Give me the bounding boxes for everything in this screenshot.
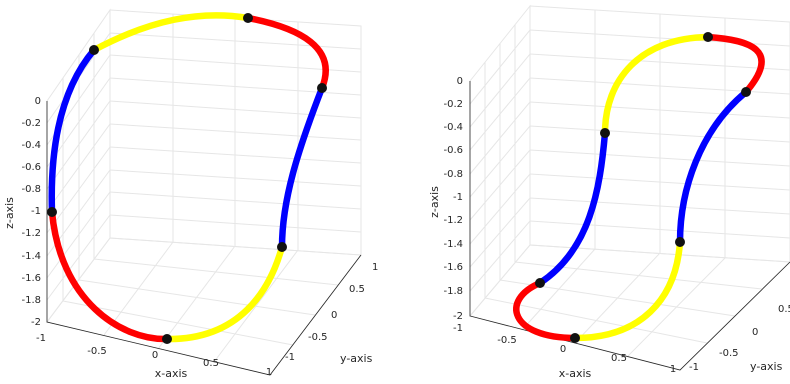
ztick-label: 0 — [35, 96, 41, 107]
ztick-label: -0.4 — [21, 140, 41, 151]
ztick-label: -0.8 — [21, 184, 41, 195]
ztick-label: -1.8 — [21, 295, 41, 306]
ztick-label: -0.6 — [443, 145, 463, 156]
junction-marker — [277, 242, 287, 252]
ytick-label: 0.5 — [349, 284, 365, 295]
plot-left-grid — [46, 8, 362, 376]
y-axis-label: y-axis — [340, 352, 373, 365]
xtick-label: 0 — [152, 350, 158, 361]
ztick-label: -1.6 — [443, 262, 463, 273]
ztick-label: -1.2 — [21, 228, 41, 239]
curve-segment-yellow — [163, 243, 286, 343]
y-axis-label: y-axis — [750, 360, 783, 373]
xtick-label: 1 — [670, 364, 676, 375]
ztick-label: -1 — [31, 206, 41, 217]
plot-left-curves — [48, 12, 329, 343]
plot-left: 0 -0.2 -0.4 -0.6 -0.8 -1 -1.2 -1.4 -1.6 … — [3, 8, 378, 380]
plot-right-curves — [513, 33, 765, 342]
plot-right-grid — [469, 4, 790, 371]
plot-right-ztick-labels: 0 -0.2 -0.4 -0.6 -0.8 -1 -1.2 -1.4 -1.6 … — [443, 76, 463, 322]
curve-segment-blue — [278, 84, 326, 251]
z-axis-label: z-axis — [3, 197, 16, 229]
ztick-label: -0.4 — [443, 122, 463, 133]
curve-segment-yellow — [601, 33, 712, 137]
plot-left-ytick-labels: -1 -0.5 0 0.5 1 — [285, 262, 378, 363]
ytick-label: 0 — [752, 327, 758, 338]
ztick-label: -1.4 — [21, 251, 41, 262]
ytick-label: -0.5 — [308, 332, 328, 343]
ytick-label: 0.5 — [778, 304, 790, 315]
junction-marker — [89, 45, 99, 55]
junction-marker — [535, 278, 545, 288]
ztick-label: -1.4 — [443, 239, 463, 250]
ztick-label: -0.8 — [443, 169, 463, 180]
curve-segment-blue — [536, 129, 609, 287]
ztick-label: -0.2 — [21, 118, 41, 129]
junction-marker — [600, 128, 610, 138]
plot-right-ytick-labels: -1 -0.5 0 0.5 — [689, 304, 790, 373]
plot-left-markers — [47, 13, 327, 344]
z-axis-label: z-axis — [428, 186, 441, 218]
ztick-label: -0.6 — [21, 162, 41, 173]
junction-marker — [317, 83, 327, 93]
curve-segment-blue — [676, 88, 750, 246]
ztick-label: -1.2 — [443, 215, 463, 226]
plot-right-xtick-labels: -1 -0.5 0 0.5 1 — [453, 323, 676, 375]
ztick-label: -2 — [453, 311, 463, 322]
ytick-label: -1 — [285, 352, 295, 363]
curve-segment-red — [704, 33, 765, 96]
curve-segment-red — [513, 279, 579, 342]
xtick-label: 0.5 — [611, 353, 627, 364]
curve-segment-blue — [48, 46, 98, 216]
plot-right: 0 -0.2 -0.4 -0.6 -0.8 -1 -1.2 -1.4 -1.6 … — [428, 4, 790, 380]
xtick-label: 0.5 — [203, 358, 219, 369]
plot-right-markers — [535, 32, 751, 343]
ztick-label: -2 — [31, 317, 41, 328]
xtick-label: -0.5 — [87, 346, 107, 357]
ztick-label: -1 — [453, 192, 463, 203]
ztick-label: 0 — [457, 76, 463, 87]
curve-segment-red — [48, 208, 171, 343]
xtick-label: -1 — [36, 333, 46, 344]
xtick-label: 0 — [560, 344, 566, 355]
ytick-label: -0.5 — [719, 348, 739, 359]
junction-marker — [162, 334, 172, 344]
ytick-label: 1 — [372, 262, 378, 273]
x-axis-label: x-axis — [559, 367, 592, 380]
xtick-label: -0.5 — [497, 335, 517, 346]
junction-marker — [243, 13, 253, 23]
xtick-label: 1 — [266, 367, 272, 378]
curve-segment-yellow — [571, 238, 684, 342]
curve-segment-yellow — [90, 12, 252, 54]
x-axis-label: x-axis — [155, 367, 188, 380]
junction-marker — [570, 333, 580, 343]
plot-left-axes — [46, 101, 362, 376]
ytick-label: 0 — [331, 310, 337, 321]
junction-marker — [703, 32, 713, 42]
plot-left-ztick-labels: 0 -0.2 -0.4 -0.6 -0.8 -1 -1.2 -1.4 -1.6 … — [21, 96, 41, 328]
junction-marker — [741, 87, 751, 97]
junction-marker — [47, 207, 57, 217]
xtick-label: -1 — [453, 323, 463, 334]
curve-segment-red — [244, 14, 329, 92]
ztick-label: -1.8 — [443, 286, 463, 297]
ztick-label: -1.6 — [21, 273, 41, 284]
ztick-label: -0.2 — [443, 99, 463, 110]
junction-marker — [675, 237, 685, 247]
plot-left-xtick-labels: -1 -0.5 0 0.5 1 — [36, 333, 272, 378]
ytick-label: -1 — [689, 362, 699, 373]
